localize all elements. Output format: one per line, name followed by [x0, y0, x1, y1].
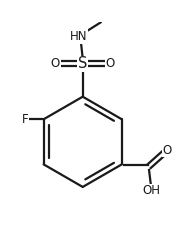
Text: O: O — [162, 144, 171, 157]
Text: O: O — [105, 57, 115, 70]
Text: HN: HN — [70, 30, 88, 43]
Text: O: O — [51, 57, 60, 70]
Text: S: S — [78, 56, 87, 71]
Text: OH: OH — [142, 184, 160, 197]
Text: F: F — [22, 113, 28, 126]
